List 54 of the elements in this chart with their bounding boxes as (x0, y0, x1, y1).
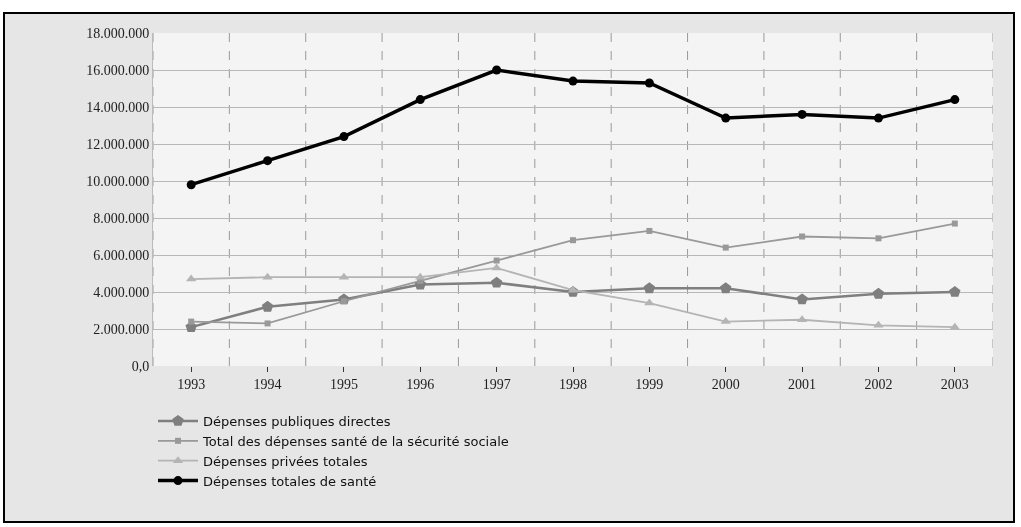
point (720, 282, 732, 294)
y-tick-label: 14.000.000 (86, 99, 150, 115)
point (797, 109, 807, 119)
point (570, 237, 576, 244)
point (261, 300, 274, 312)
point (339, 132, 349, 142)
point (186, 180, 196, 190)
point (492, 65, 502, 75)
x-tick-label: 2002 (864, 376, 893, 392)
point (491, 263, 502, 271)
y-tick-label: 18.000.000 (86, 25, 150, 41)
x-tick-label: 1998 (559, 376, 587, 392)
point (796, 293, 808, 305)
legend-label: Total des dépenses santé de la sécurité sociale (202, 433, 509, 449)
point (264, 320, 271, 327)
y-tick-label: 8.000.000 (93, 210, 150, 226)
point (949, 286, 961, 297)
point (644, 78, 654, 88)
point (188, 318, 195, 325)
point (799, 233, 806, 240)
x-tick-label: 1995 (329, 376, 358, 392)
y-tick-label: 12.000.000 (86, 136, 150, 152)
point (263, 156, 273, 166)
point (490, 276, 503, 288)
y-tick-label: 4.000.000 (93, 284, 150, 300)
x-tick-label: 1996 (406, 376, 435, 392)
x-tick-label: 2000 (711, 376, 740, 392)
y-tick-label: 16.000.000 (86, 62, 150, 78)
y-tick-label: 10.000.000 (86, 173, 150, 189)
point (873, 320, 884, 328)
point (722, 244, 729, 251)
point (643, 282, 656, 294)
point (872, 287, 885, 299)
x-tick-label: 2003 (940, 376, 969, 392)
legend-label: Dépenses totales de santé (203, 473, 377, 489)
y-tick-label: 0,0 (131, 358, 150, 374)
point (951, 220, 958, 227)
point (950, 95, 960, 105)
legend-label: Dépenses privées totales (203, 453, 368, 469)
x-tick-label: 1994 (253, 376, 282, 392)
point (721, 113, 731, 123)
point (646, 227, 653, 234)
legend-label: Dépenses publiques directes (203, 413, 391, 429)
x-tick-label: 1999 (635, 376, 664, 392)
point (415, 95, 425, 105)
x-tick-label: 1997 (482, 376, 511, 392)
y-tick-label: 2.000.000 (93, 321, 150, 337)
x-tick-label: 1993 (177, 376, 206, 392)
point (493, 257, 500, 264)
point (568, 76, 578, 86)
point (873, 113, 883, 123)
y-tick-label: 6.000.000 (93, 247, 150, 263)
point (875, 235, 882, 242)
x-tick-label: 2001 (788, 376, 817, 392)
